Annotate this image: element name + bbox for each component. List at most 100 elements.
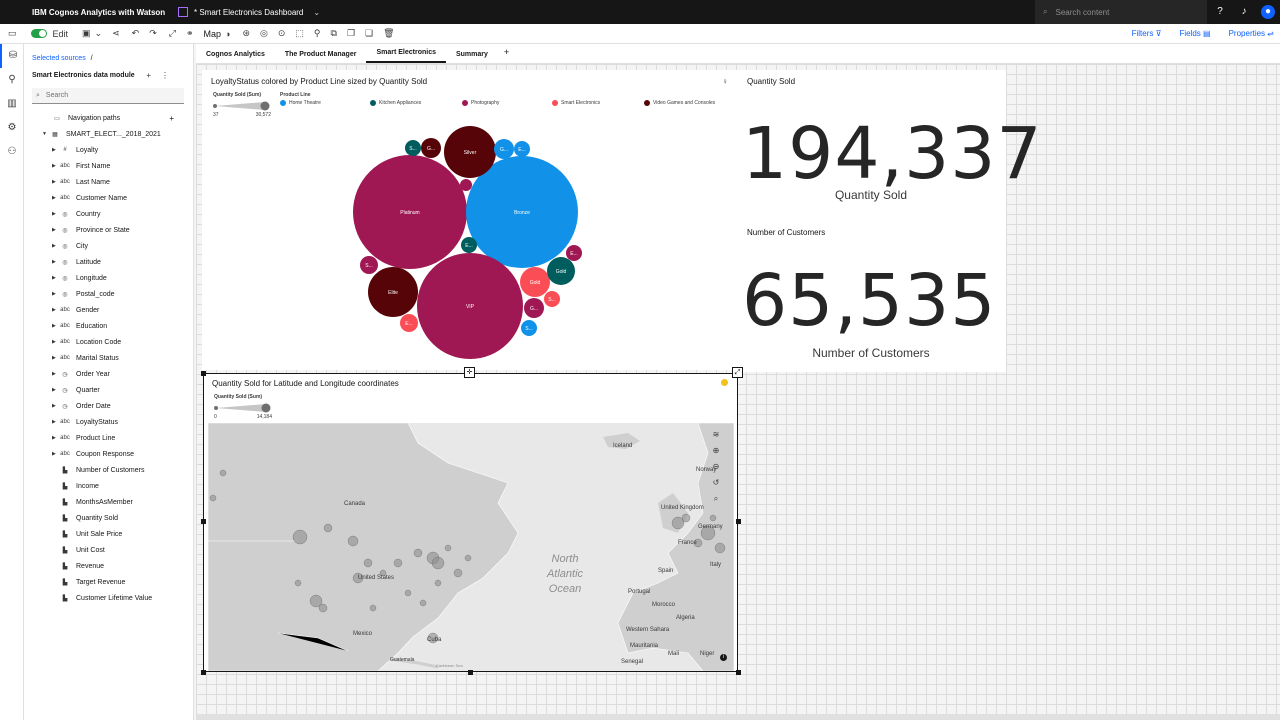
caret-right-icon[interactable]: ▶: [52, 323, 56, 329]
tab-product-manager[interactable]: The Product Manager: [275, 43, 367, 63]
expand-widget-icon[interactable]: ⤢: [732, 367, 743, 378]
field-item[interactable]: ▶ ◎ Latitude: [24, 254, 194, 270]
legend-item[interactable]: Video Games and Consoles: [644, 100, 715, 106]
add-tab-button[interactable]: +: [503, 47, 510, 57]
comment-icon[interactable]: ▭: [8, 28, 17, 38]
delete-icon[interactable]: 🗑: [383, 28, 395, 38]
field-item[interactable]: ▶ abc First Name: [24, 158, 194, 174]
search-icon[interactable]: ⌕: [713, 494, 719, 503]
search-input[interactable]: ⌕ Search content: [1035, 0, 1207, 24]
map-view[interactable]: Iceland United Kingdom Norway Germany Fr…: [208, 423, 734, 671]
field-item[interactable]: ▶ ◎ Postal_code: [24, 286, 194, 302]
move-handle-icon[interactable]: ✛: [464, 367, 475, 378]
navigate-icon[interactable]: ⊙: [277, 28, 286, 38]
field-item[interactable]: ▙ Number of Customers: [24, 462, 194, 478]
zoom-in-icon[interactable]: ⊕: [712, 446, 720, 455]
field-item[interactable]: ▶ ◎ Province or State: [24, 222, 194, 238]
field-item[interactable]: ▶ abc Location Code: [24, 334, 194, 350]
legend-item[interactable]: Kitchen Appliances: [370, 100, 446, 106]
save-icon[interactable]: ▣: [82, 28, 91, 38]
chevron-down-icon[interactable]: ⌄: [94, 28, 103, 38]
info-icon[interactable]: i: [720, 654, 727, 661]
document-title[interactable]: * Smart Electronics Dashboard: [194, 7, 304, 17]
assistant-icon[interactable]: ⚇: [7, 146, 17, 157]
field-item[interactable]: ▶ # Loyalty: [24, 142, 194, 158]
field-item[interactable]: ▶ abc LoyaltyStatus: [24, 414, 194, 430]
breadcrumb[interactable]: Selected sources /: [32, 55, 93, 62]
tab-summary[interactable]: Summary: [446, 43, 498, 63]
field-item[interactable]: ▶ abc Marital Status: [24, 350, 194, 366]
pin-icon[interactable]: ⚲: [313, 28, 321, 38]
insights-icon[interactable]: ♀: [722, 77, 728, 86]
add-icon[interactable]: +: [146, 71, 161, 80]
caret-right-icon[interactable]: ▶: [52, 227, 56, 233]
layers-icon[interactable]: ≋: [712, 430, 720, 439]
caret-right-icon[interactable]: ▶: [52, 179, 56, 185]
legend-item[interactable]: Home Theatre: [280, 100, 354, 106]
share-icon[interactable]: ⋖: [112, 28, 120, 38]
caret-right-icon[interactable]: ▶: [52, 307, 56, 313]
resize-handle[interactable]: [736, 670, 741, 675]
field-item[interactable]: ▶ ◷ Order Date: [24, 398, 194, 414]
caret-right-icon[interactable]: ▶: [52, 259, 56, 265]
legend-item[interactable]: Smart Electronics: [552, 100, 628, 106]
caret-right-icon[interactable]: ▶: [52, 451, 56, 457]
visualizations-icon[interactable]: ▥: [7, 98, 17, 109]
resize-handle[interactable]: [201, 670, 206, 675]
expand-icon[interactable]: ⤢: [168, 28, 176, 38]
caret-right-icon[interactable]: ▶: [52, 339, 56, 345]
help-icon[interactable]: ?: [1217, 6, 1223, 17]
paste-icon[interactable]: ❏: [365, 28, 374, 38]
widgets-icon[interactable]: ⚙: [7, 122, 17, 133]
filters-button[interactable]: Filters ⊽: [1132, 29, 1162, 38]
notification-icon[interactable]: ♪: [1241, 6, 1247, 17]
field-item[interactable]: ▙ Target Revenue: [24, 574, 194, 590]
breadcrumb-link[interactable]: Selected sources: [32, 55, 86, 62]
tab-cognos-analytics[interactable]: Cognos Analytics: [196, 43, 275, 63]
bubble-chart[interactable]: Platinum Bronze VIP Silver Elite G... S.…: [202, 70, 736, 370]
map-type-label[interactable]: Map: [203, 28, 221, 39]
field-item[interactable]: ▶ abc Education: [24, 318, 194, 334]
warning-icon[interactable]: [721, 379, 728, 386]
field-item[interactable]: ▶ abc Customer Name: [24, 190, 194, 206]
chevron-down-icon[interactable]: ⌄: [313, 7, 321, 17]
caret-right-icon[interactable]: ▶: [52, 387, 56, 393]
properties-button[interactable]: Properties ⇌: [1229, 29, 1274, 38]
caret-right-icon[interactable]: ▶: [52, 355, 56, 361]
pin-icon[interactable]: ⚲: [8, 74, 16, 85]
field-item[interactable]: ▙ Customer Lifetime Value: [24, 590, 194, 606]
reset-icon[interactable]: ↺: [712, 478, 720, 487]
globe-icon[interactable]: ◑: [225, 28, 231, 39]
bottom-scrollbar[interactable]: [196, 714, 1280, 720]
fields-button[interactable]: Fields ▤: [1179, 29, 1210, 38]
kpi-widget[interactable]: Quantity Sold 194,337 Quantity Sold Numb…: [736, 70, 1042, 372]
zoom-out-icon[interactable]: ⊖: [712, 462, 720, 471]
field-item[interactable]: ▙ Income: [24, 478, 194, 494]
field-item[interactable]: ▙ Unit Cost: [24, 542, 194, 558]
field-item[interactable]: ▙ Unit Sale Price: [24, 526, 194, 542]
map-widget[interactable]: Quantity Sold for Latitude and Longitude…: [203, 373, 738, 672]
crop-icon[interactable]: ⬚: [295, 28, 304, 38]
caret-right-icon[interactable]: ▶: [52, 211, 56, 217]
add-icon[interactable]: +: [169, 113, 174, 123]
caret-down-icon[interactable]: ▼: [42, 131, 47, 137]
caret-right-icon[interactable]: ▶: [52, 147, 56, 153]
redo-icon[interactable]: ↷: [149, 28, 157, 38]
caret-right-icon[interactable]: ▶: [52, 403, 56, 409]
field-item[interactable]: ▶ ◎ Country: [24, 206, 194, 222]
copy-icon[interactable]: ❐: [346, 28, 356, 38]
bubble-chart-widget[interactable]: LoyaltyStatus colored by Product Line si…: [202, 70, 736, 370]
field-item[interactable]: ▶ ◎ City: [24, 238, 194, 254]
field-item[interactable]: ▙ MonthsAsMember: [24, 494, 194, 510]
caret-right-icon[interactable]: ▶: [52, 371, 56, 377]
field-item[interactable]: ▶ ◷ Order Year: [24, 366, 194, 382]
tab-smart-electronics[interactable]: Smart Electronics: [366, 43, 446, 63]
field-item[interactable]: ▶ ◎ Longitude: [24, 270, 194, 286]
visualization-icon[interactable]: ⚭: [185, 28, 194, 38]
caret-right-icon[interactable]: ▶: [52, 275, 56, 281]
duplicate-icon[interactable]: ⧉: [330, 28, 337, 38]
caret-right-icon[interactable]: ▶: [52, 163, 56, 169]
table-row[interactable]: ▼ ▦ SMART_ELECT..._2018_2021: [24, 126, 194, 142]
field-item[interactable]: ▶ abc Coupon Response: [24, 446, 194, 462]
caret-right-icon[interactable]: ▶: [52, 419, 56, 425]
